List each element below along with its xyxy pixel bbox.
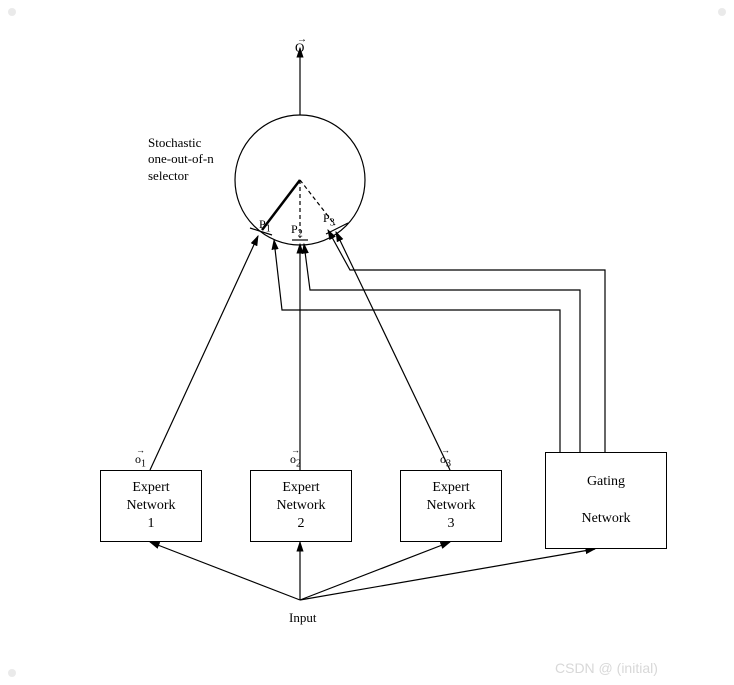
box-line: Network bbox=[427, 497, 476, 515]
box-line: Expert bbox=[132, 479, 169, 497]
expert3-box: ExpertNetwork3 bbox=[400, 470, 502, 542]
port-label: P2 bbox=[291, 222, 303, 239]
port-label: P1 bbox=[259, 217, 271, 234]
expert-output-label: →o3 bbox=[440, 452, 451, 469]
box-line: Network bbox=[277, 497, 326, 515]
input-label: Input bbox=[289, 610, 316, 626]
bg-dot bbox=[8, 8, 16, 16]
box-line: 3 bbox=[448, 515, 455, 533]
selector-label-line: Stochastic bbox=[148, 135, 214, 151]
expert1-box: ExpertNetwork1 bbox=[100, 470, 202, 542]
diagram-canvas: → O Stochasticone-out-of-nselector P1 P2 P… bbox=[0, 0, 734, 685]
selector-label: Stochasticone-out-of-nselector bbox=[148, 135, 214, 184]
box-line: Network bbox=[127, 497, 176, 515]
box-line: Expert bbox=[282, 479, 319, 497]
selector-label-line: one-out-of-n bbox=[148, 151, 214, 167]
box-line: 1 bbox=[148, 515, 155, 533]
bg-dot bbox=[8, 669, 16, 677]
port-label: P3 bbox=[323, 211, 335, 228]
watermark: CSDN @ (initial) bbox=[555, 660, 658, 676]
box-line bbox=[604, 491, 608, 509]
box-line: Expert bbox=[432, 479, 469, 497]
expert-output-label: →o1 bbox=[135, 452, 146, 469]
expert2-box: ExpertNetwork2 bbox=[250, 470, 352, 542]
output-label: → O bbox=[295, 40, 304, 56]
box-line: Network bbox=[582, 510, 631, 528]
diagram-svg bbox=[0, 0, 734, 685]
gating-box: Gating Network bbox=[545, 452, 667, 549]
box-line: Gating bbox=[587, 473, 625, 491]
expert-output-label: →o2 bbox=[290, 452, 301, 469]
bg-dot bbox=[718, 8, 726, 16]
selector-label-line: selector bbox=[148, 168, 214, 184]
box-line: 2 bbox=[298, 515, 305, 533]
